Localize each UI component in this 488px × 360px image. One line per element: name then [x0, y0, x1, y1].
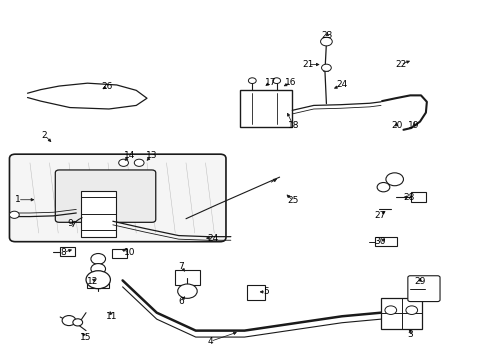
Text: 24: 24 [336, 81, 347, 90]
Text: 2: 2 [41, 131, 47, 140]
Circle shape [91, 253, 105, 264]
Circle shape [86, 271, 110, 289]
Circle shape [321, 64, 330, 71]
Circle shape [248, 78, 256, 84]
Circle shape [320, 37, 331, 46]
Text: 8: 8 [60, 248, 66, 257]
FancyBboxPatch shape [55, 170, 156, 222]
Circle shape [9, 211, 19, 219]
Text: 20: 20 [390, 121, 402, 130]
Bar [87, 278, 109, 288]
Text: 18: 18 [287, 121, 298, 130]
Circle shape [119, 159, 128, 166]
Circle shape [134, 159, 144, 166]
Circle shape [385, 173, 403, 186]
Circle shape [376, 183, 389, 192]
Text: 26: 26 [101, 82, 112, 91]
Bar [410, 192, 425, 202]
Text: 10: 10 [124, 248, 135, 257]
Text: 15: 15 [80, 333, 92, 342]
Bar [81, 191, 116, 237]
Text: 25: 25 [287, 196, 298, 205]
Text: 19: 19 [407, 121, 419, 130]
Bar [246, 285, 265, 300]
Bar [175, 270, 199, 285]
Text: 7: 7 [178, 262, 183, 271]
Bar [112, 249, 127, 258]
Text: 3: 3 [407, 330, 412, 339]
Text: 4: 4 [207, 337, 213, 346]
Text: 1: 1 [15, 195, 20, 204]
Bar [239, 90, 292, 127]
Text: 16: 16 [285, 78, 296, 87]
Text: 27: 27 [374, 211, 385, 220]
Bar [380, 298, 422, 329]
Text: 6: 6 [178, 297, 183, 306]
FancyBboxPatch shape [407, 276, 439, 302]
Text: 30: 30 [373, 237, 385, 246]
Bar [60, 247, 75, 256]
FancyBboxPatch shape [9, 154, 225, 242]
Text: 23: 23 [321, 31, 332, 40]
Text: 24: 24 [207, 234, 218, 243]
Circle shape [384, 306, 396, 315]
Text: 11: 11 [106, 312, 118, 321]
Text: 12: 12 [86, 276, 98, 285]
Text: 14: 14 [124, 151, 135, 160]
Text: 17: 17 [264, 78, 276, 87]
Bar [374, 237, 396, 246]
Circle shape [91, 264, 105, 274]
Text: 9: 9 [67, 219, 73, 228]
Circle shape [73, 319, 82, 326]
Text: 21: 21 [302, 60, 313, 69]
Circle shape [405, 306, 417, 315]
Text: 13: 13 [146, 151, 157, 160]
Circle shape [177, 284, 197, 298]
Text: 29: 29 [413, 276, 425, 285]
Circle shape [91, 274, 105, 284]
Circle shape [272, 78, 280, 84]
Text: 22: 22 [394, 60, 406, 69]
Circle shape [62, 316, 76, 325]
Text: 28: 28 [403, 193, 414, 202]
Text: 5: 5 [263, 287, 269, 296]
